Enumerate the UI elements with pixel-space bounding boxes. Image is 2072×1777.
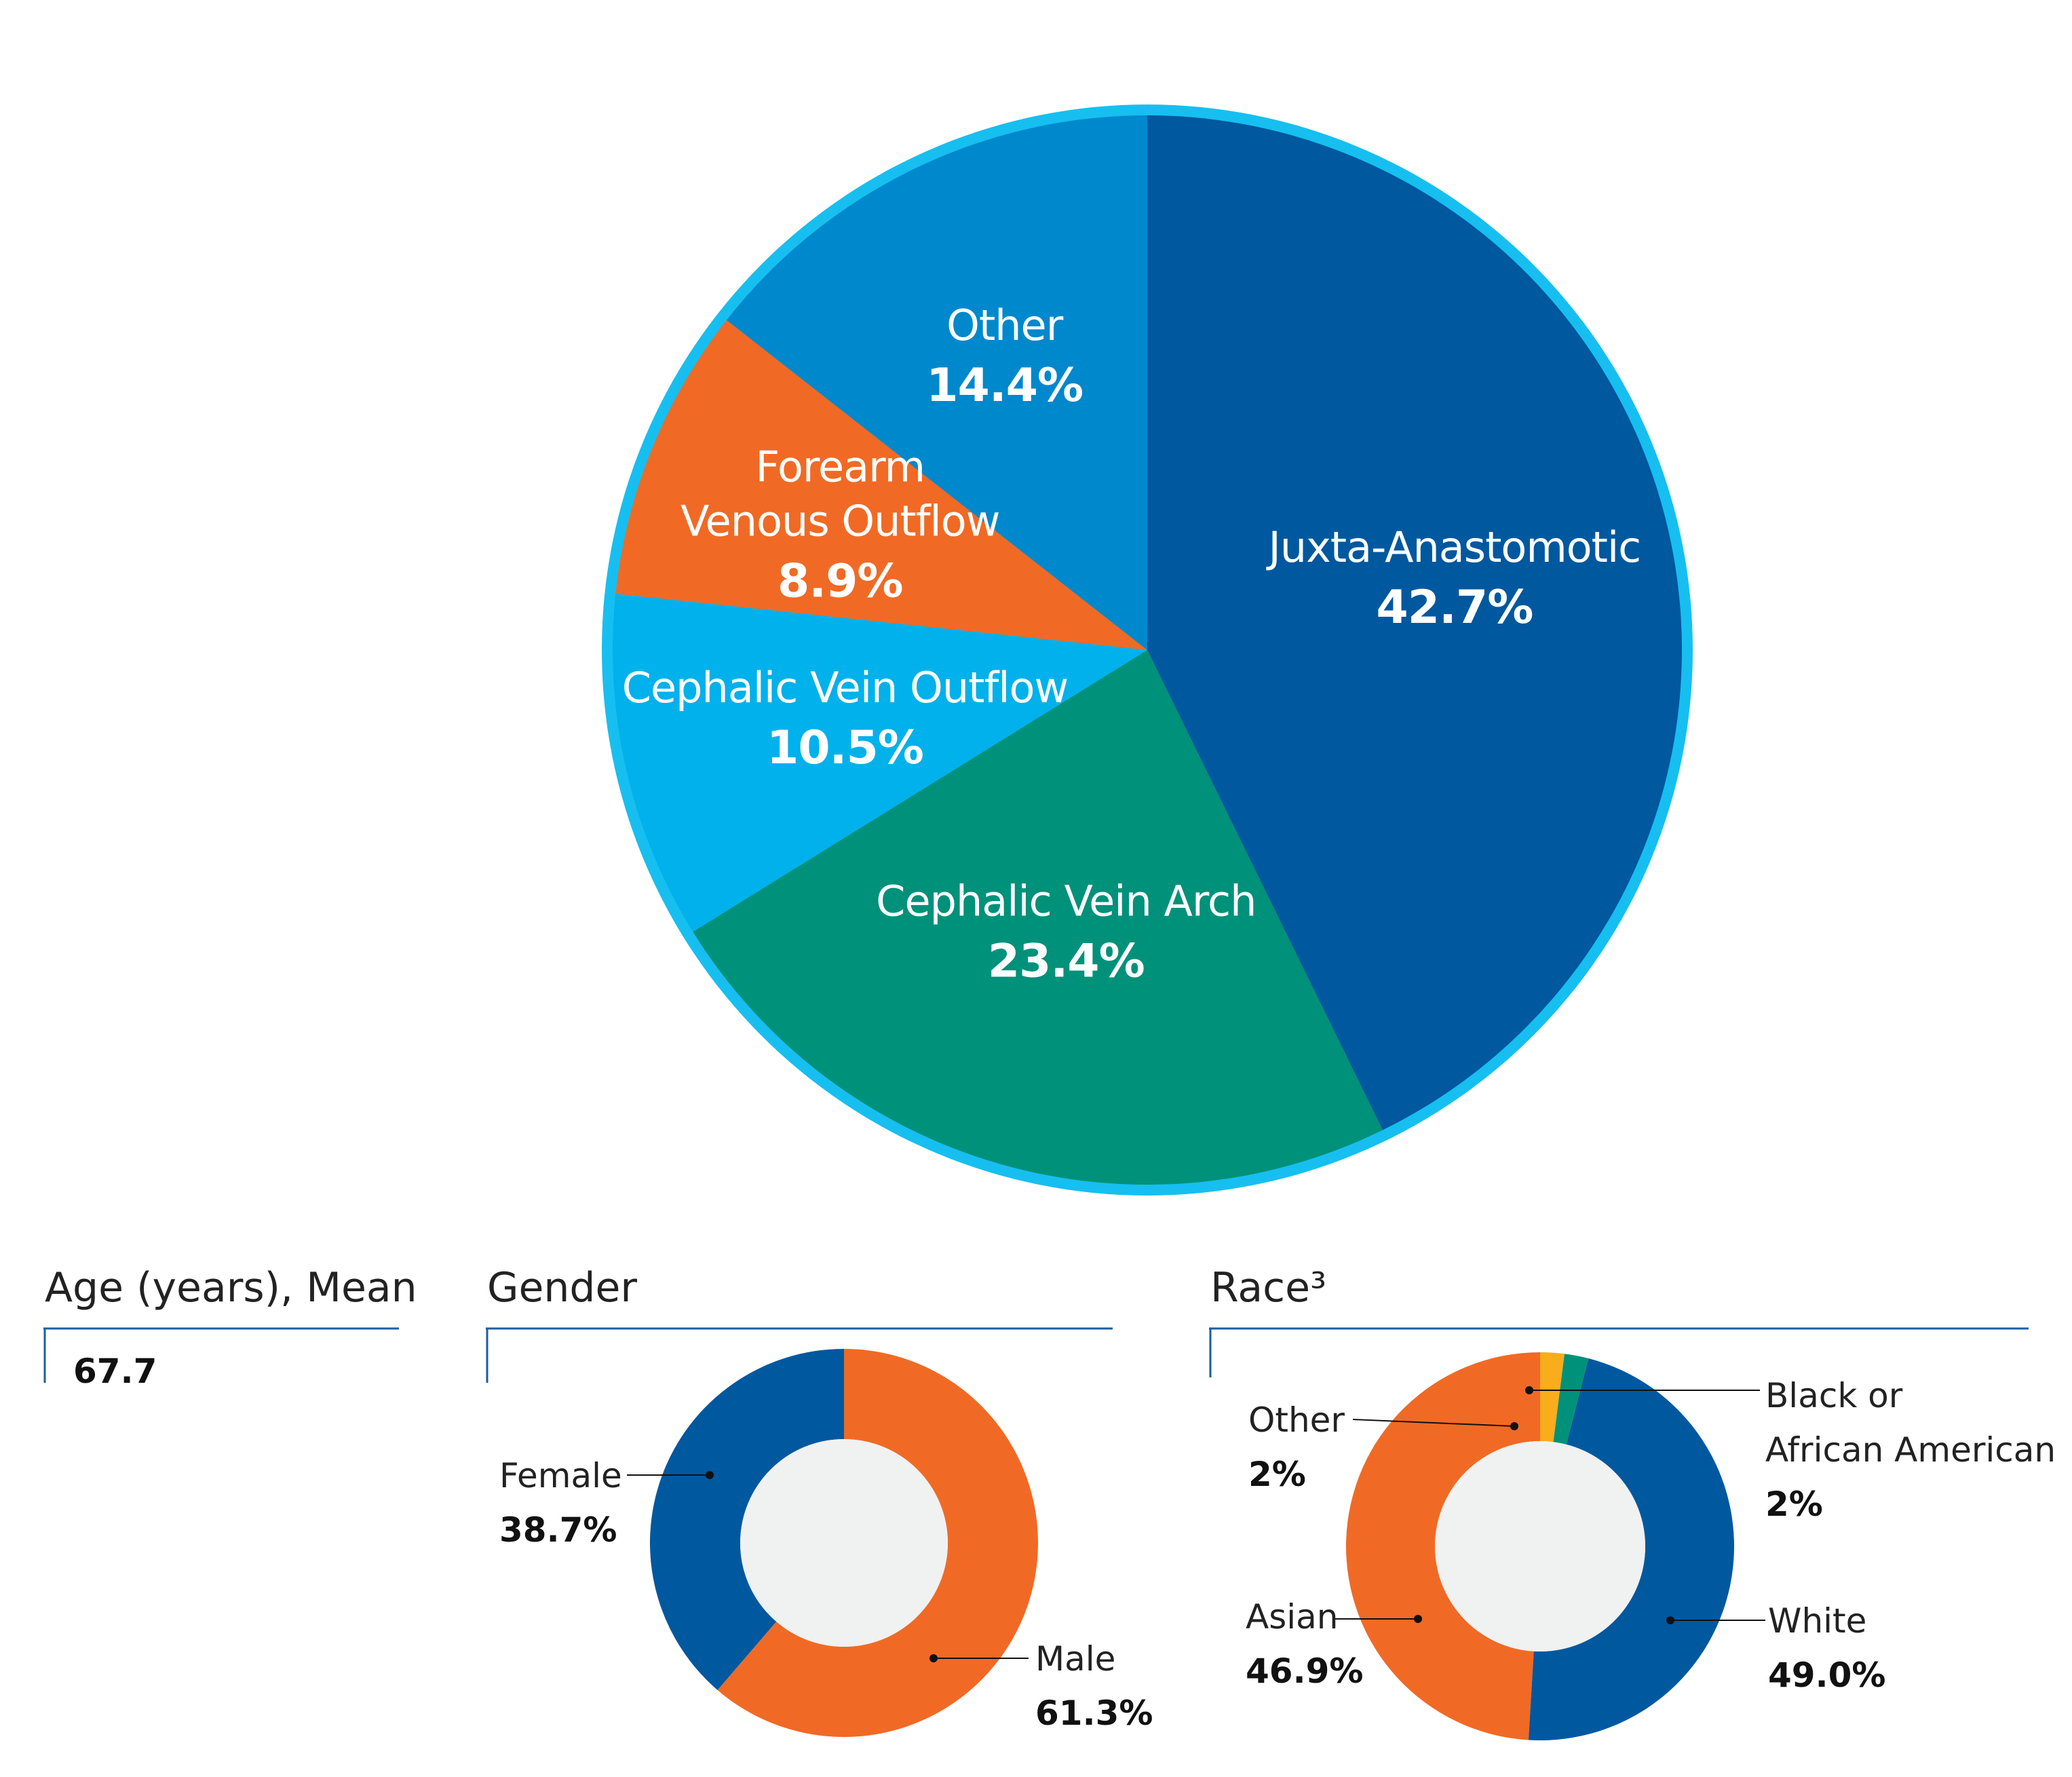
slice-forearm-venous-outflow	[615, 320, 1147, 650]
label-forearm-venous-outflow-line-1: Forearm	[756, 442, 925, 491]
value-white: 49.0%	[1768, 1656, 1885, 1695]
slice-male	[717, 1349, 1039, 1738]
label-male: Male	[1035, 1639, 1115, 1679]
value-male: 61.3%	[1035, 1694, 1153, 1733]
race-donut-hole	[1435, 1441, 1645, 1651]
leader-dot-female	[706, 1471, 714, 1479]
value-black-or-african-american: 2%	[1765, 1485, 1823, 1524]
gender-section: Gender Male 61.3% Female 38.7%	[486, 1264, 1153, 1738]
slice-female	[650, 1349, 844, 1690]
age-section: Age (years), Mean 67.7	[43, 1264, 417, 1391]
label-other: Other	[1248, 1400, 1345, 1440]
slice-other	[726, 115, 1147, 650]
leader-dot-asian	[1414, 1615, 1422, 1623]
age-value: 67.7	[73, 1352, 157, 1391]
label-white: White	[1768, 1601, 1866, 1641]
label-cephalic-vein-outflow: Cephalic Vein Outflow	[622, 663, 1068, 712]
value-other: 2%	[1248, 1455, 1306, 1494]
label-black-or-african-american-line-2: African American	[1765, 1430, 2056, 1470]
label-asian: Asian	[1246, 1597, 1338, 1637]
label-female: Female	[499, 1456, 622, 1495]
value-asian: 46.9%	[1246, 1651, 1363, 1691]
leader-other	[1352, 1419, 1515, 1427]
value-other: 14.4%	[926, 359, 1083, 413]
gender-donut-chart	[650, 1349, 1039, 1738]
label-cephalic-vein-arch: Cephalic Vein Arch	[876, 877, 1256, 926]
leader-dot-male	[929, 1654, 938, 1662]
main-pie-chart: Juxta-Anastomotic 42.7% Cephalic Vein Arch…	[602, 104, 1693, 1196]
race-labels: White 49.0% Asian 46.9% Other 2% Black or Afric…	[1246, 1376, 2056, 1695]
race-title: Race³	[1210, 1264, 1326, 1312]
gender-title: Gender	[487, 1264, 637, 1312]
label-juxta-anastomotic: Juxta-Anastomotic	[1265, 522, 1641, 572]
label-forearm-venous-outflow-line-2: Venous Outflow	[680, 496, 999, 546]
race-donut-chart	[1345, 1352, 1735, 1740]
label-black-or-african-american-line-1: Black or	[1765, 1376, 1903, 1415]
value-cephalic-vein-outflow: 10.5%	[767, 721, 923, 775]
slice-cephalic-vein-arch	[693, 650, 1383, 1185]
leader-dot-other	[1510, 1422, 1518, 1430]
slice-cephalic-vein-outflow	[612, 594, 1147, 932]
race-section: Race³ White 49.0% Asian 46.9% Other 2% Black o…	[1209, 1264, 2056, 1740]
value-juxta-anastomotic: 42.7%	[1376, 581, 1533, 634]
slice-other	[1553, 1354, 1589, 1445]
leader-dot-white	[1666, 1616, 1674, 1624]
value-cephalic-vein-arch: 23.4%	[988, 935, 1145, 989]
leader-dot-black-or-african-american	[1525, 1386, 1533, 1394]
gender-labels: Male 61.3% Female 38.7%	[499, 1456, 1153, 1733]
value-forearm-venous-outflow: 8.9%	[778, 554, 903, 608]
value-female: 38.7%	[499, 1510, 617, 1550]
slice-black-or-african-american	[1540, 1352, 1565, 1442]
slice-white	[1345, 1352, 1540, 1740]
age-title: Age (years), Mean	[45, 1264, 417, 1312]
slice-juxta-anastomotic	[1147, 115, 1682, 1130]
label-other: Other	[946, 301, 1064, 350]
slice-asian	[1528, 1358, 1735, 1740]
gender-donut-hole	[740, 1439, 948, 1647]
